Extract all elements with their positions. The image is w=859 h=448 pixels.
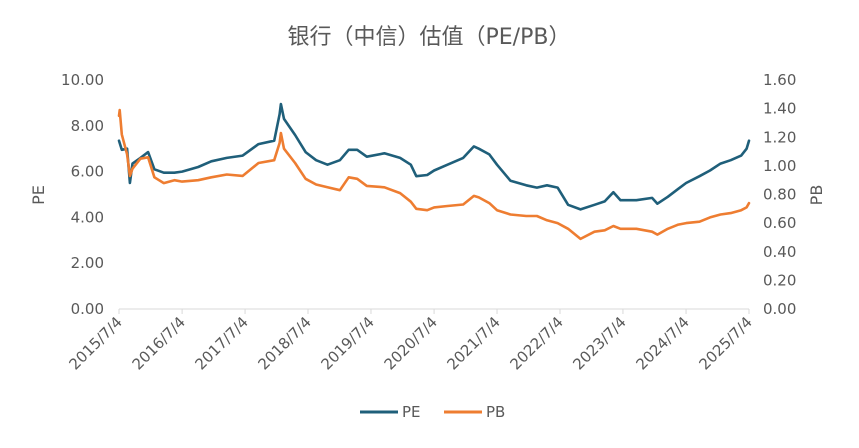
x-tick-label: 2015/7/4 — [65, 313, 125, 373]
y-right-tick-label: 0.20 — [763, 271, 796, 289]
x-tick-label: 2021/7/4 — [443, 313, 503, 373]
series-line-pb — [117, 108, 751, 241]
x-tick-label: 2023/7/4 — [569, 313, 629, 373]
chart-title: 银行（中信）估值（PE/PB） — [288, 25, 571, 50]
y-right-axis-label: PB — [807, 185, 826, 206]
legend-label-pe: PE — [402, 403, 421, 421]
x-tick-label: 2020/7/4 — [381, 313, 441, 373]
y-right-tick-label: 0.60 — [763, 214, 796, 232]
y-left-tick-label: 6.00 — [71, 163, 104, 181]
x-tick-label: 2025/7/4 — [695, 313, 755, 373]
legend: PE PB — [360, 403, 505, 421]
legend-label-pb: PB — [486, 403, 505, 421]
y-right-tick-label: 1.00 — [763, 157, 796, 175]
x-tick-label: 2016/7/4 — [129, 313, 189, 373]
x-tick-label: 2024/7/4 — [633, 313, 693, 373]
series-line-pe — [117, 102, 751, 211]
y-right-tick-label: 1.20 — [763, 128, 796, 146]
x-tick-label: 2018/7/4 — [254, 313, 314, 373]
y-right-tick-label: 0.80 — [763, 186, 796, 204]
y-left-tick-label: 4.00 — [71, 208, 104, 226]
x-tick-label: 2019/7/4 — [317, 313, 377, 373]
series-layer — [117, 102, 751, 241]
y-right-tick-label: 0.00 — [763, 300, 796, 318]
x-tick-labels: 2015/7/4 2016/7/4 2017/7/4 2018/7/4 2019/7/4… — [65, 309, 756, 373]
y-left-tick-label: 0.00 — [71, 300, 104, 318]
y-right-tick-label: 1.60 — [763, 71, 796, 89]
y-left-tick-label: 10.00 — [61, 71, 104, 89]
x-tick-label: 2017/7/4 — [192, 313, 252, 373]
y-right-tick-labels: 0.00 0.20 0.40 0.60 0.80 1.00 1.20 1.40 1.60 — [763, 71, 796, 318]
y-left-axis-label: PE — [29, 185, 48, 205]
x-tick-label: 2022/7/4 — [506, 313, 566, 373]
y-left-tick-label: 8.00 — [71, 117, 104, 135]
y-right-tick-label: 0.40 — [763, 243, 796, 261]
y-left-tick-label: 2.00 — [71, 254, 104, 272]
y-right-tick-label: 1.40 — [763, 100, 796, 118]
y-left-tick-labels: 0.00 2.00 4.00 6.00 8.00 10.00 — [61, 71, 104, 318]
